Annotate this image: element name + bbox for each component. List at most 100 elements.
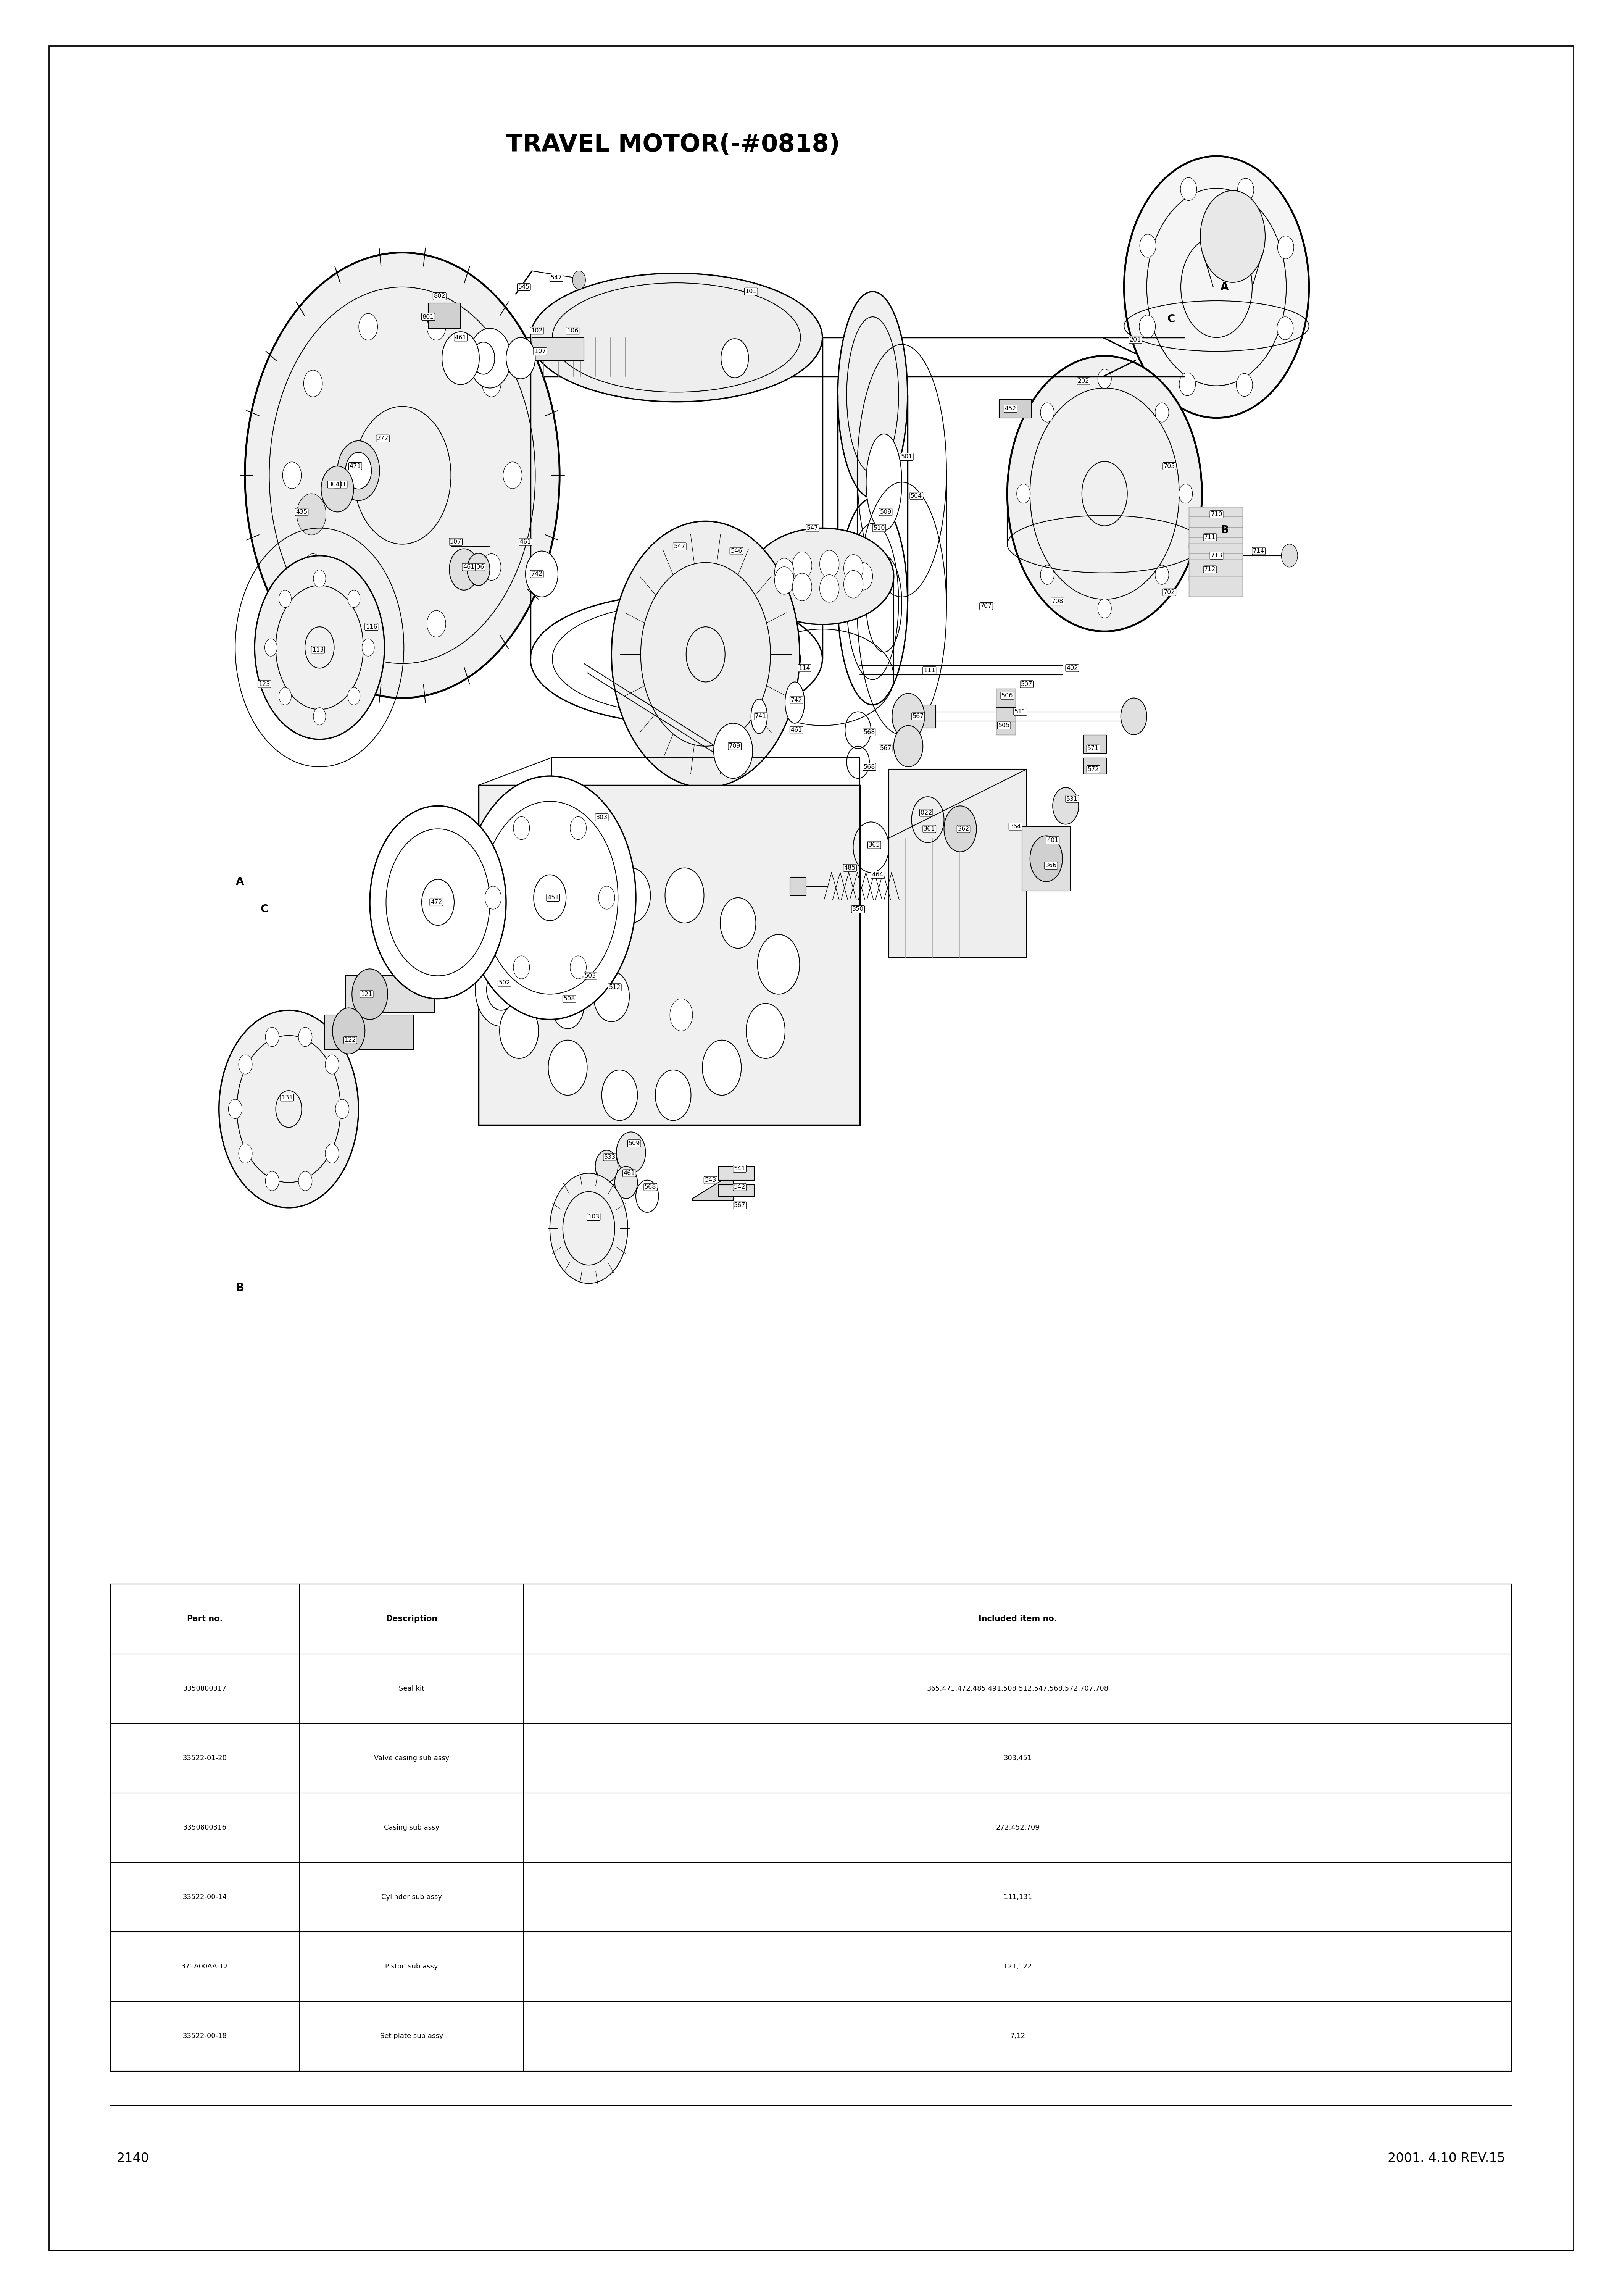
Circle shape [636, 1180, 659, 1212]
Circle shape [449, 549, 478, 590]
Text: 121: 121 [360, 992, 373, 996]
Text: 121,122: 121,122 [1004, 1963, 1032, 1970]
Circle shape [599, 886, 615, 909]
Circle shape [775, 567, 795, 595]
Text: 464: 464 [871, 872, 884, 877]
Circle shape [775, 558, 795, 585]
Bar [1189, 560, 1242, 581]
Circle shape [1155, 402, 1169, 422]
Text: 111,131: 111,131 [1004, 1894, 1032, 1901]
Circle shape [229, 1100, 242, 1118]
Text: A: A [1220, 282, 1229, 292]
Text: 506: 506 [472, 565, 485, 569]
Circle shape [313, 569, 326, 588]
Circle shape [324, 1143, 339, 1164]
Text: Seal kit: Seal kit [399, 1685, 425, 1692]
Text: 2140: 2140 [117, 2151, 149, 2165]
Circle shape [352, 969, 388, 1019]
Text: 401: 401 [1046, 838, 1059, 843]
Circle shape [345, 452, 371, 489]
Text: 509: 509 [879, 510, 892, 514]
Text: 471: 471 [349, 464, 362, 468]
Text: 542: 542 [733, 1185, 746, 1189]
Text: 102: 102 [530, 328, 543, 333]
Text: 506: 506 [1001, 693, 1014, 698]
Text: 3350800316: 3350800316 [183, 1825, 227, 1830]
Circle shape [347, 590, 360, 608]
Ellipse shape [785, 682, 805, 723]
Text: 272: 272 [376, 436, 389, 441]
Text: 461: 461 [790, 728, 803, 732]
Text: 303,451: 303,451 [1004, 1754, 1032, 1761]
Circle shape [526, 551, 558, 597]
Circle shape [746, 1003, 785, 1058]
Circle shape [1124, 156, 1309, 418]
Circle shape [469, 328, 511, 388]
Circle shape [602, 1070, 637, 1120]
Text: 362: 362 [957, 827, 970, 831]
Circle shape [1181, 177, 1197, 200]
Circle shape [441, 331, 480, 383]
Text: 512: 512 [608, 985, 621, 990]
Text: 402: 402 [1066, 666, 1079, 670]
Circle shape [573, 271, 586, 289]
Text: 461: 461 [462, 565, 475, 569]
Text: 107: 107 [534, 349, 547, 354]
Text: 742: 742 [530, 572, 543, 576]
Circle shape [297, 494, 326, 535]
Text: C: C [1168, 315, 1174, 324]
Text: 122: 122 [344, 1038, 357, 1042]
Text: 114: 114 [798, 666, 811, 670]
Text: 3350800317: 3350800317 [183, 1685, 227, 1692]
Circle shape [264, 638, 277, 657]
Text: Cylinder sub assy: Cylinder sub assy [381, 1894, 441, 1901]
Bar [345, 976, 435, 1013]
Circle shape [238, 1054, 253, 1075]
Text: 472: 472 [430, 900, 443, 905]
Circle shape [1053, 788, 1079, 824]
Circle shape [1007, 356, 1202, 631]
Bar [1022, 827, 1071, 891]
Text: 131: 131 [281, 1095, 294, 1100]
Circle shape [337, 441, 380, 501]
Circle shape [843, 556, 863, 583]
Circle shape [853, 563, 873, 590]
Bar [532, 338, 584, 360]
Circle shape [1179, 372, 1195, 395]
Text: 509: 509 [628, 1141, 641, 1146]
Text: 491: 491 [334, 482, 347, 487]
Text: 714: 714 [1252, 549, 1265, 553]
Text: 802: 802 [433, 294, 446, 298]
Text: 106: 106 [566, 328, 579, 333]
Circle shape [298, 1171, 311, 1192]
Text: 485: 485 [843, 866, 856, 870]
Text: 111: 111 [923, 668, 936, 673]
Text: 461: 461 [519, 540, 532, 544]
Text: 543: 543 [704, 1178, 717, 1182]
Text: 510: 510 [873, 526, 886, 530]
Circle shape [266, 1171, 279, 1192]
Text: 547: 547 [673, 544, 686, 549]
Text: 801: 801 [422, 315, 435, 319]
Text: 2001. 4.10 REV.15: 2001. 4.10 REV.15 [1388, 2151, 1505, 2165]
Text: 567: 567 [879, 746, 892, 751]
Circle shape [757, 934, 800, 994]
Circle shape [843, 569, 863, 597]
Bar [1189, 507, 1242, 528]
Text: 303: 303 [595, 815, 608, 820]
Bar [1189, 528, 1242, 549]
Text: 201: 201 [1129, 338, 1142, 342]
Bar [999, 400, 1032, 418]
Circle shape [500, 1003, 539, 1058]
Text: 707: 707 [980, 604, 993, 608]
Polygon shape [693, 1173, 733, 1201]
Text: 702: 702 [1163, 590, 1176, 595]
Circle shape [561, 898, 597, 948]
Text: 304: 304 [328, 482, 341, 487]
Text: 531: 531 [1066, 797, 1079, 801]
Circle shape [485, 886, 501, 909]
Text: 103: 103 [587, 1215, 600, 1219]
Text: 708: 708 [1051, 599, 1064, 604]
Circle shape [1098, 370, 1111, 388]
Circle shape [573, 962, 602, 1003]
